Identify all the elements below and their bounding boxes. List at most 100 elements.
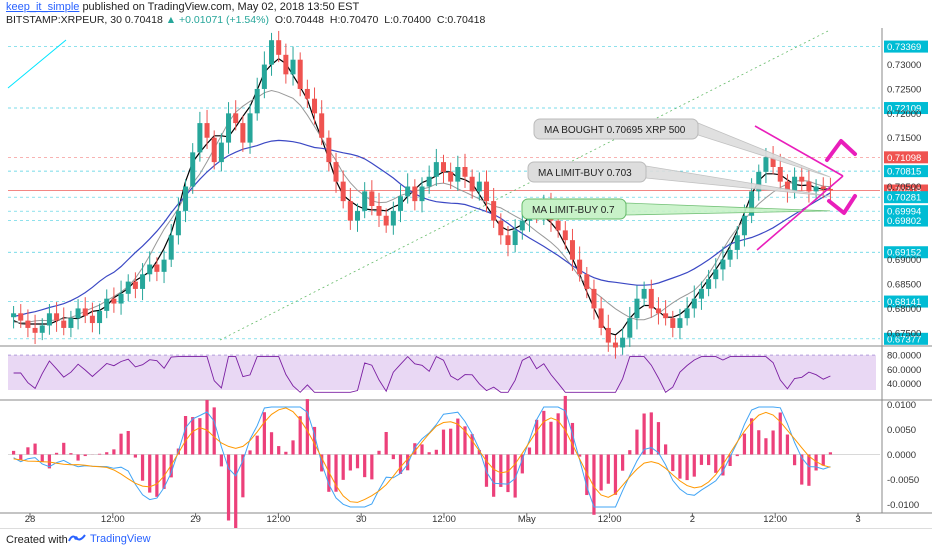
candle[interactable] xyxy=(440,162,447,172)
candle[interactable] xyxy=(68,318,74,328)
candle[interactable] xyxy=(612,342,618,348)
candle[interactable] xyxy=(283,54,289,75)
candle[interactable] xyxy=(383,215,389,226)
candle[interactable] xyxy=(426,176,432,187)
price-tag[interactable] xyxy=(884,332,928,345)
candle[interactable] xyxy=(799,176,805,182)
candle[interactable] xyxy=(677,318,683,328)
candle[interactable] xyxy=(562,230,568,241)
candle[interactable] xyxy=(756,171,762,192)
candle[interactable] xyxy=(620,337,626,348)
candle[interactable] xyxy=(720,259,726,270)
price-tag[interactable] xyxy=(884,102,928,115)
candle[interactable] xyxy=(634,298,640,319)
candle[interactable] xyxy=(448,171,454,182)
price-axis[interactable]: 0.733690.721090.710980.708150.7041809:47… xyxy=(884,0,928,511)
candle[interactable] xyxy=(240,123,246,143)
candle[interactable] xyxy=(655,308,661,314)
candle[interactable] xyxy=(706,279,712,289)
candle[interactable] xyxy=(197,123,203,153)
candle[interactable] xyxy=(147,264,153,275)
candle[interactable] xyxy=(161,259,167,272)
price-tag[interactable] xyxy=(884,246,928,259)
candle[interactable] xyxy=(247,113,253,143)
candle[interactable] xyxy=(269,40,275,65)
candle[interactable] xyxy=(469,176,475,192)
candle[interactable] xyxy=(412,186,418,202)
candle[interactable] xyxy=(89,315,95,324)
candle[interactable] xyxy=(663,313,669,319)
candle[interactable] xyxy=(326,137,332,163)
candle[interactable] xyxy=(491,201,497,221)
candle[interactable] xyxy=(684,308,690,319)
candle[interactable] xyxy=(741,215,747,236)
candle[interactable] xyxy=(82,308,88,316)
candle[interactable] xyxy=(433,162,439,177)
candle[interactable] xyxy=(32,327,38,333)
candle[interactable] xyxy=(261,64,267,89)
triangle-pattern[interactable] xyxy=(754,125,857,251)
candle[interactable] xyxy=(483,181,489,202)
candle[interactable] xyxy=(39,325,45,333)
candle[interactable] xyxy=(312,98,318,114)
candle[interactable] xyxy=(670,318,676,328)
price-tag[interactable] xyxy=(884,191,928,204)
candle[interactable] xyxy=(168,235,174,260)
callout-box[interactable] xyxy=(527,161,647,183)
candle[interactable] xyxy=(605,327,611,343)
candle[interactable] xyxy=(362,191,368,211)
candle[interactable] xyxy=(519,220,525,231)
candle[interactable] xyxy=(190,152,196,187)
candle[interactable] xyxy=(813,186,819,192)
candle[interactable] xyxy=(376,206,382,216)
candle[interactable] xyxy=(355,210,361,221)
time-axis[interactable]: 28 12:00 29 12:00 30 12:00 May 12:00 2 12:00 3 xyxy=(25,513,861,525)
candle[interactable] xyxy=(405,186,411,197)
candle[interactable] xyxy=(75,308,81,319)
candle[interactable] xyxy=(698,288,704,299)
candle[interactable] xyxy=(820,186,826,189)
candle[interactable] xyxy=(569,240,575,260)
author-link[interactable]: keep_it_simple xyxy=(6,1,80,13)
candle[interactable] xyxy=(455,166,461,182)
candle[interactable] xyxy=(648,288,654,309)
candle[interactable] xyxy=(125,281,131,294)
candles[interactable] xyxy=(11,30,833,359)
candle[interactable] xyxy=(827,188,833,191)
candle[interactable] xyxy=(319,113,325,138)
candle[interactable] xyxy=(627,318,633,338)
arrow-up-icon[interactable] xyxy=(825,139,857,162)
candle[interactable] xyxy=(777,166,783,182)
candle[interactable] xyxy=(175,210,181,236)
candle[interactable] xyxy=(369,191,375,207)
candle[interactable] xyxy=(512,230,518,246)
candle[interactable] xyxy=(713,269,719,280)
candle[interactable] xyxy=(304,88,310,99)
arrow-down-icon[interactable] xyxy=(827,194,857,215)
candle[interactable] xyxy=(218,142,224,163)
candle[interactable] xyxy=(763,157,769,172)
tradingview-logo[interactable]: TradingView xyxy=(68,532,151,545)
price-tag[interactable] xyxy=(884,214,928,227)
candle[interactable] xyxy=(46,313,52,326)
candle[interactable] xyxy=(111,298,117,304)
candle[interactable] xyxy=(691,298,697,309)
price-tag[interactable] xyxy=(884,295,928,308)
candle[interactable] xyxy=(734,235,740,250)
candle[interactable] xyxy=(11,313,17,318)
candle[interactable] xyxy=(397,196,404,211)
candle[interactable] xyxy=(140,274,146,289)
candle[interactable] xyxy=(598,308,604,328)
candle[interactable] xyxy=(132,281,138,289)
candle[interactable] xyxy=(419,186,425,202)
candle[interactable] xyxy=(183,186,189,211)
candle[interactable] xyxy=(792,176,798,192)
candle[interactable] xyxy=(204,123,210,138)
candle[interactable] xyxy=(54,313,60,321)
candle[interactable] xyxy=(555,220,561,231)
candle[interactable] xyxy=(727,249,733,260)
price-tag[interactable] xyxy=(884,40,928,53)
callout-box[interactable] xyxy=(521,198,627,220)
candle[interactable] xyxy=(211,137,217,163)
